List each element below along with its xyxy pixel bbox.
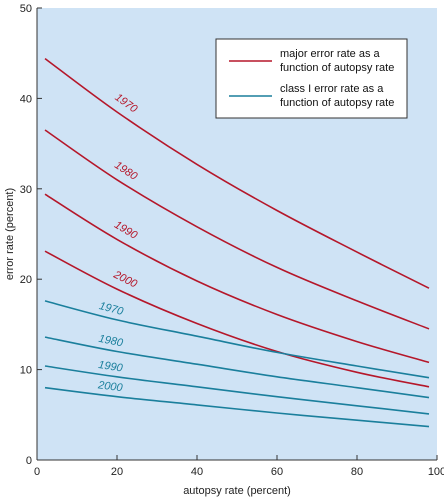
curve-class-i-1970 xyxy=(44,300,430,379)
x-tick-label: 100 xyxy=(428,466,444,478)
y-tick-label: 10 xyxy=(20,365,32,377)
curve-major-2000 xyxy=(44,250,430,388)
curve-major-1970 xyxy=(44,57,430,289)
curve-class-i-2000 xyxy=(44,386,430,428)
x-tick-label: 20 xyxy=(111,466,123,478)
curve-label-class-i-1980: 1980 xyxy=(98,333,125,350)
curve-class-i-1990 xyxy=(44,365,430,415)
x-tick-label: 60 xyxy=(271,466,283,478)
legend-label-major-line2: function of autopsy rate xyxy=(280,62,394,74)
curve-major-1990 xyxy=(44,193,430,364)
y-axis-title: error rate (percent) xyxy=(4,188,16,280)
x-axis-ticks: 0 20 40 60 80 100 xyxy=(34,455,444,478)
y-axis-ticks: 0 10 20 30 40 50 xyxy=(20,3,42,467)
y-tick-label: 20 xyxy=(20,274,32,286)
curve-class-i-1980 xyxy=(44,336,430,399)
x-tick-label: 80 xyxy=(351,466,363,478)
legend-box xyxy=(215,38,408,119)
curve-label-class-i-2000: 2000 xyxy=(96,379,124,394)
legend: major error rate as a function of autops… xyxy=(215,38,408,119)
curve-major-1980 xyxy=(44,129,430,330)
curve-label-class-i-1990: 1990 xyxy=(97,359,124,375)
y-tick-label: 50 xyxy=(20,3,32,15)
y-tick-label: 40 xyxy=(20,93,32,105)
legend-label-class-i-line2: function of autopsy rate xyxy=(280,97,394,109)
legend-label-major-line1: major error rate as a xyxy=(280,48,381,60)
x-axis-title: autopsy rate (percent) xyxy=(183,485,291,497)
curves-layer xyxy=(44,57,430,428)
x-tick-label: 0 xyxy=(34,466,40,478)
legend-label-class-i-line1: class I error rate as a xyxy=(280,83,384,95)
y-tick-label: 0 xyxy=(26,455,32,467)
y-tick-label: 30 xyxy=(20,184,32,196)
x-tick-label: 40 xyxy=(191,466,203,478)
